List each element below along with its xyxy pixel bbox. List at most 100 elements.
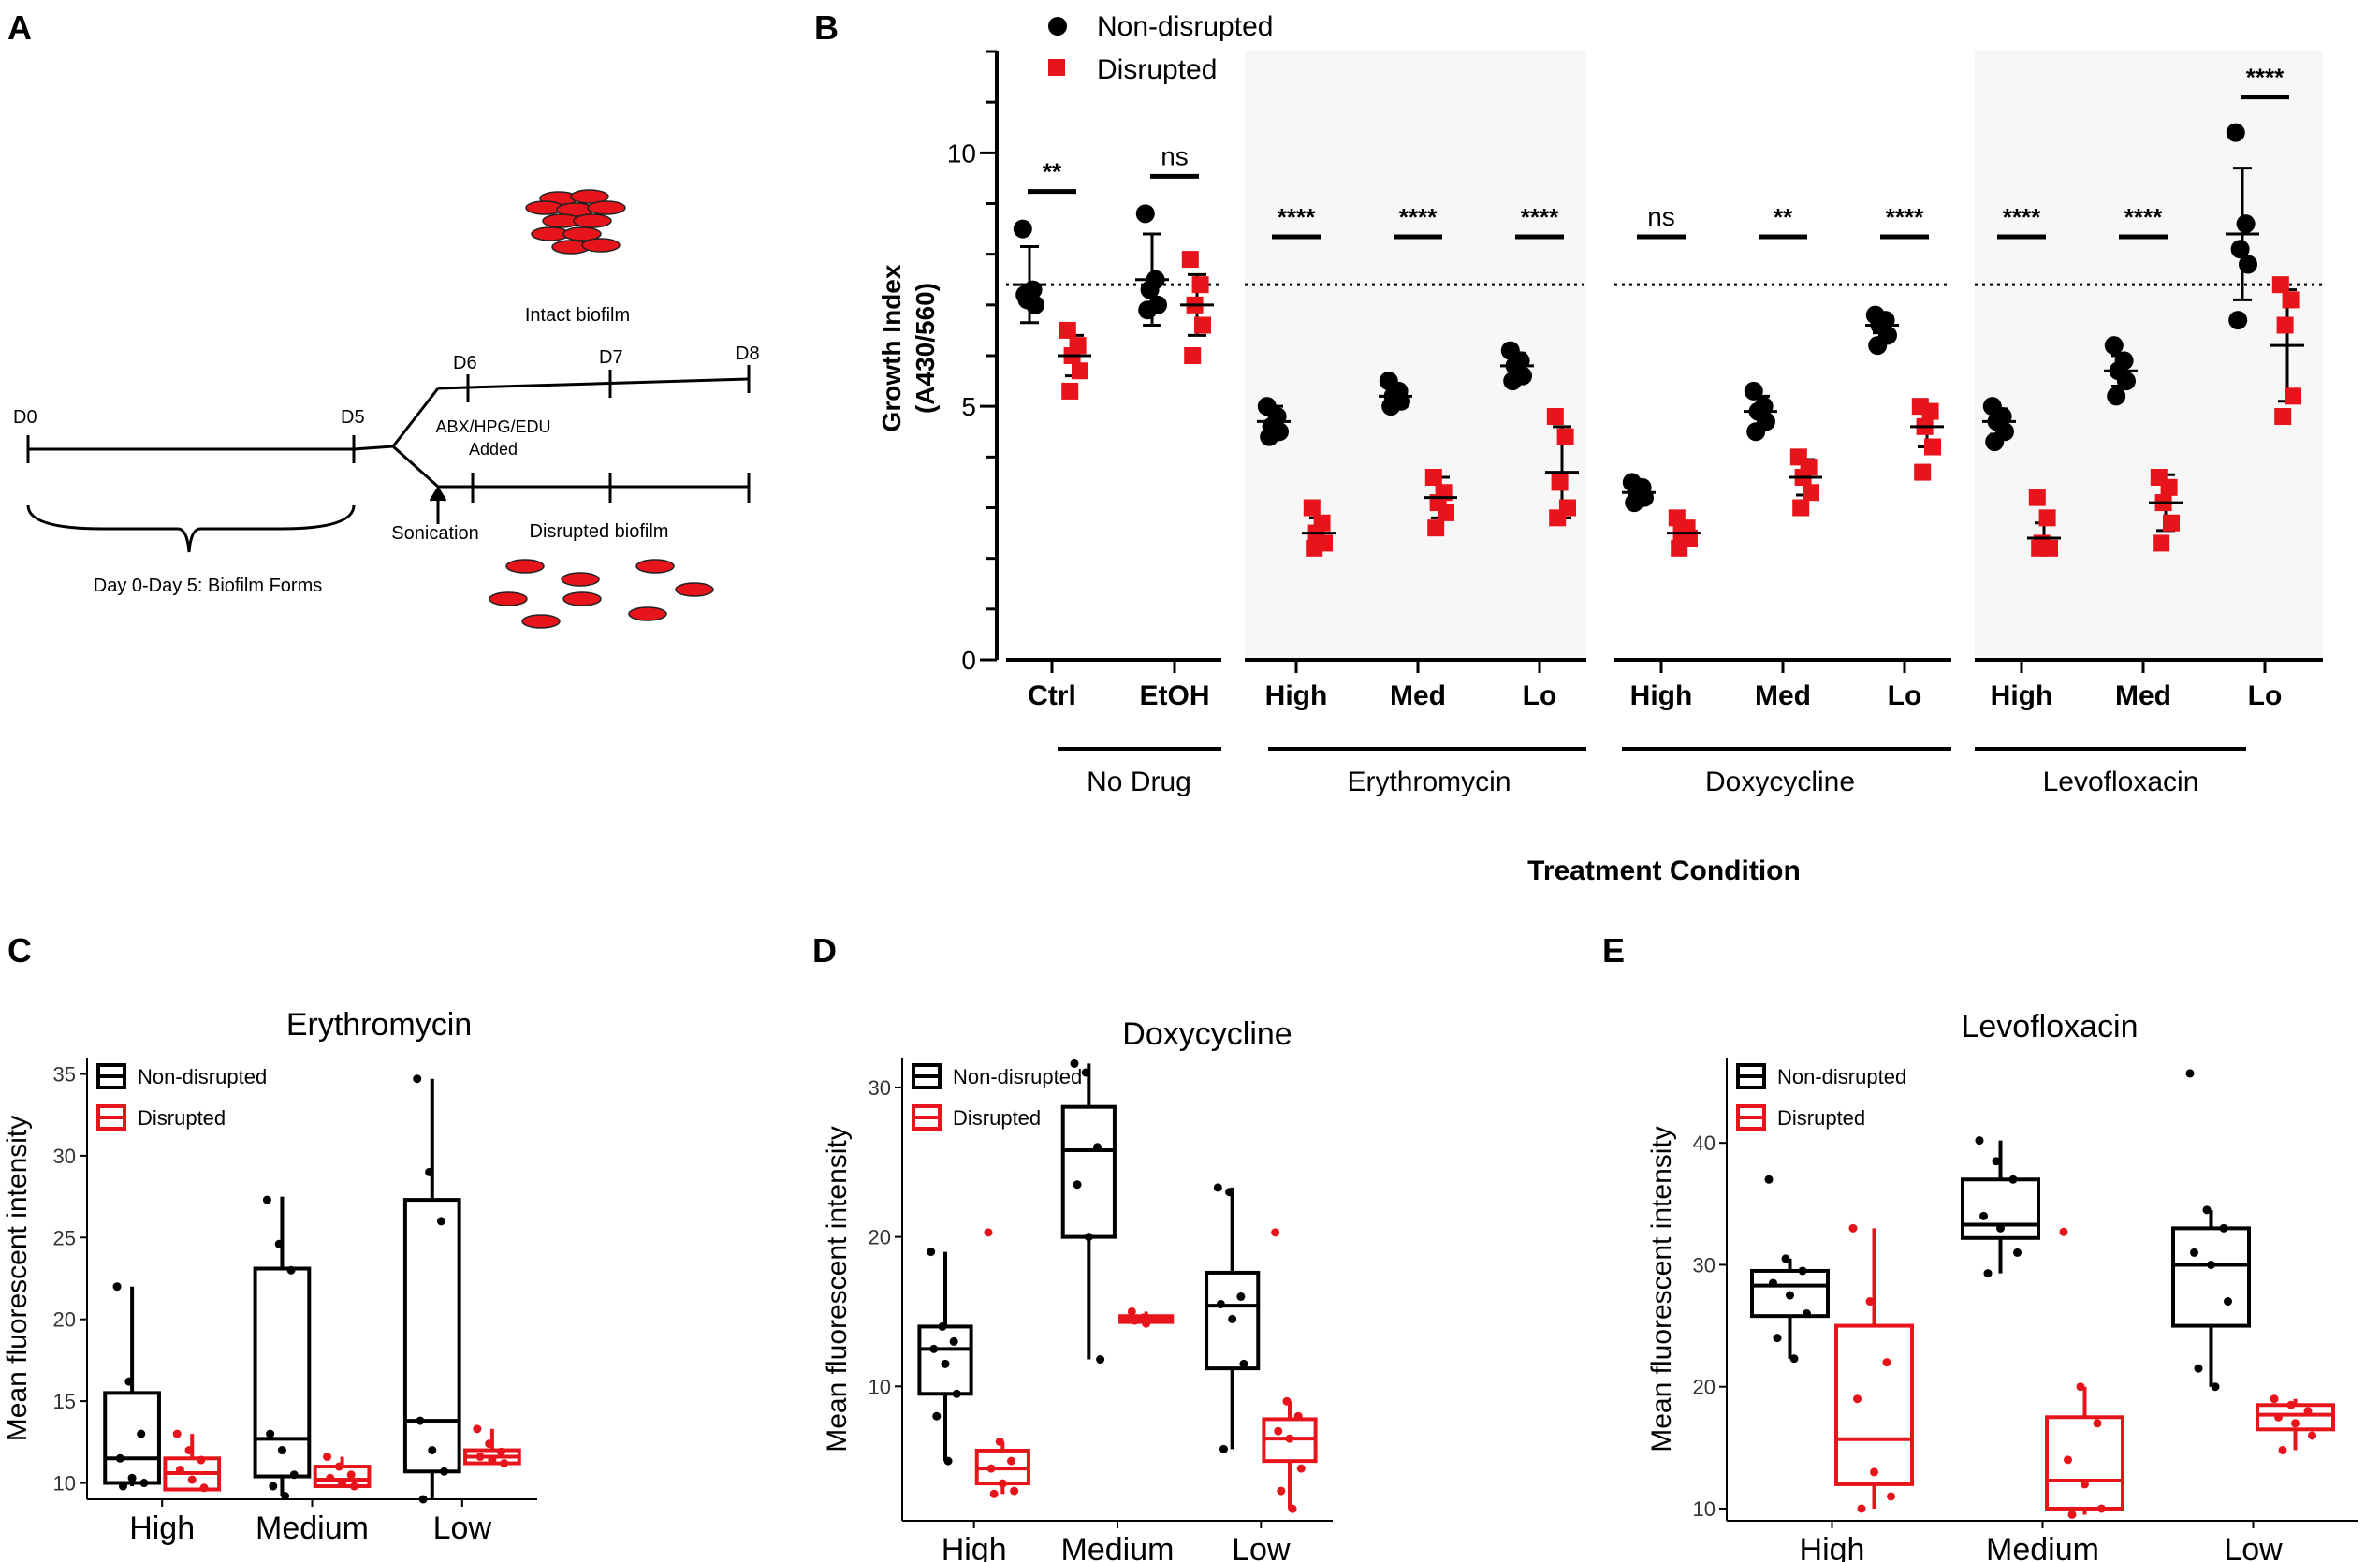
data-point-disrupted [2163,514,2180,532]
data-point-non-disrupted [1381,397,1401,416]
data-point [1992,1157,2001,1166]
panel-b-scatter: 0 5 10 Growth Index (A430/560) Ctrl EtOH High Me… [877,11,2323,886]
data-point [1857,1504,1866,1513]
data-point [1084,1233,1093,1242]
data-point-non-disrupted [2230,240,2250,259]
data-point [418,1495,428,1504]
y-tick-label: 20 [869,1226,891,1249]
data-point [1010,1486,1019,1496]
legend-label: Disrupted [138,1106,226,1130]
data-point-disrupted [2028,489,2046,506]
data-point [1996,1223,2005,1233]
legend-label: Disrupted [1097,54,1217,85]
data-point [1081,1068,1090,1077]
data-point [2059,1227,2068,1236]
day-label: D7 [599,347,623,368]
legend-label: Non-disrupted [1777,1065,1906,1088]
x-tick-label: EtOH [1140,680,1210,711]
box [103,1391,161,1485]
data-point-disrupted [1424,469,1442,486]
x-tick-label: Lo [2248,680,2283,711]
data-point-disrupted [2285,387,2301,405]
data-point-non-disrupted [1503,372,1523,391]
data-point [1070,1058,1079,1068]
data-point [2185,1069,2195,1078]
data-point [1786,1291,1794,1300]
data-point-disrupted [2276,316,2294,334]
data-point [497,1447,506,1456]
data-point [172,1429,182,1438]
data-point [277,1446,286,1455]
group-label: No Drug [1087,766,1191,797]
data-point [428,1446,437,1455]
y-tick-label: 20 [1693,1376,1716,1399]
data-point [488,1455,497,1465]
data-point-non-disrupted [2239,255,2257,274]
data-point [184,1446,194,1455]
data-point [1803,1309,1811,1319]
data-point-disrupted [1059,321,1076,339]
data-point [2202,1205,2212,1215]
box [1060,1104,1117,1239]
data-point-disrupted [2031,539,2049,557]
data-point-disrupted [1191,276,1209,294]
data-point [187,1475,197,1484]
legend-marker-disrupted [1048,59,1065,76]
data-point [2190,1248,2198,1257]
data-point-disrupted [1924,438,1941,456]
chart-title: Erythromycin [286,1007,472,1043]
data-point [1130,1316,1139,1325]
data-point-disrupted [1072,362,1088,380]
y-tick-label: 35 [53,1062,76,1086]
disrupted-biofilm-label: Disrupted biofilm [530,521,669,542]
x-tick-label: Medium [1061,1532,1175,1562]
data-point [1127,1307,1136,1316]
data-point [475,1453,485,1462]
data-point [952,1389,961,1398]
legend-label: Non-disrupted [1097,11,1273,42]
x-tick-label: Low [1232,1532,1291,1562]
significance-label: **** [1278,203,1316,231]
y-axis-label: Mean fluorescent intensity [822,1126,853,1453]
data-point-non-disrupted [1140,280,1160,299]
y-tick-label: 0 [961,646,976,675]
data-point [197,1455,206,1465]
data-point [334,1462,343,1471]
data-point [118,1482,127,1491]
data-point-non-disrupted [1625,493,1644,513]
data-point [473,1424,482,1434]
y-axis-label: Mean fluorescent intensity [1646,1126,1677,1453]
data-point [1870,1467,1878,1477]
data-point [1282,1396,1292,1406]
data-point [1150,1314,1160,1323]
x-tick-label: Low [2224,1532,2283,1562]
data-point [1798,1266,1807,1276]
data-point [2013,1248,2022,1257]
data-point-disrupted [1556,428,1574,445]
data-point [929,1344,939,1353]
panel-label-c: C [7,931,32,970]
data-point-non-disrupted [1015,285,1035,304]
panel-e-boxplot: 10 20 30 40 Levofloxacin Mean fluorescent int… [1646,1009,2358,1562]
data-point [1288,1504,1297,1513]
data-point [2097,1504,2106,1513]
significance-label: **** [1521,203,1559,231]
data-point-disrupted [1671,539,1688,557]
data-point-non-disrupted [2236,214,2256,234]
data-point-non-disrupted [1013,219,1032,239]
significance-label: **** [2003,203,2041,231]
x-tick-label: Med [1390,680,1446,711]
data-point-disrupted [2282,291,2300,309]
chart-title: Levofloxacin [1961,1009,2138,1044]
data-point [2308,1431,2316,1440]
data-point [346,1470,356,1480]
legend-marker-non-disrupted [1048,17,1067,36]
data-point [2286,1400,2296,1409]
data-point [1219,1444,1228,1453]
data-point [416,1416,425,1425]
data-point [932,1411,942,1421]
legend-label: Disrupted [1777,1106,1865,1130]
data-point [941,1359,950,1368]
data-point [2291,1419,2300,1428]
